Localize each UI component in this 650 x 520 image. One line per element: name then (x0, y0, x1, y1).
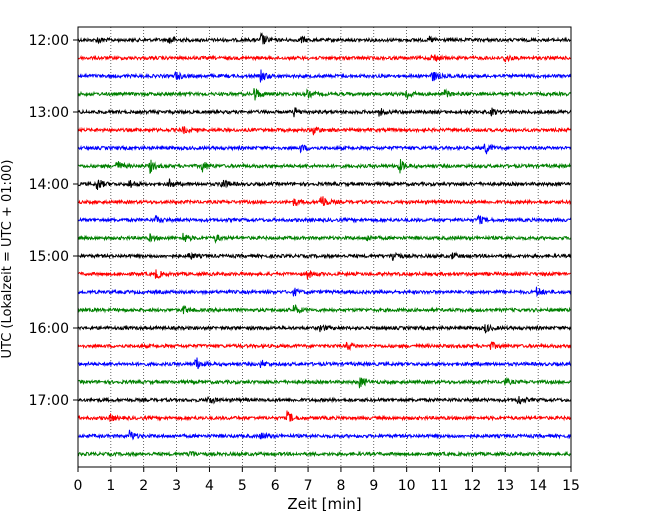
x-tick-label: 7 (304, 478, 313, 494)
plot-frame (77, 26, 572, 468)
seismogram-trace-1230 (77, 69, 572, 83)
x-tick-label: 15 (562, 478, 580, 494)
seismogram-trace-1400 (77, 178, 572, 190)
seismogram-trace-1245 (77, 88, 572, 101)
seismogram-trace-1700 (77, 396, 572, 405)
y-tick-label: 16:00 (29, 321, 69, 337)
seismogram-trace-1615 (77, 341, 572, 352)
seismogram-trace-1315 (77, 126, 572, 136)
x-tick-label: 8 (336, 478, 345, 494)
vertical-grid (110, 27, 539, 467)
x-tick-label: 14 (529, 478, 547, 494)
seismogram-trace-1745 (77, 450, 572, 458)
x-tick-label: 10 (398, 478, 416, 494)
x-tick-label: 13 (496, 478, 514, 494)
y-tick-label: 13:00 (29, 105, 69, 121)
y-tick-label: 15:00 (29, 249, 69, 265)
seismogram-trace-1500 (77, 251, 572, 261)
seismogram-trace-1200 (77, 31, 572, 45)
x-tick-label: 5 (238, 478, 247, 494)
seismogram-trace-1545 (77, 304, 572, 315)
x-tick-label: 6 (271, 478, 280, 494)
x-axis: 0 1 2 3 4 5 6 7 8 9 10 11 12 13 14 15 (74, 467, 580, 494)
seismogram-trace-1530 (77, 286, 572, 298)
y-tick-label: 14:00 (29, 177, 69, 193)
x-tick-label: 12 (463, 478, 481, 494)
seismogram-trace-1730 (77, 429, 572, 441)
seismogram-trace-1430 (77, 214, 572, 225)
seismogram-trace-1715 (77, 410, 572, 422)
x-tick-label: 0 (74, 478, 83, 494)
y-tick-label: 12:00 (29, 33, 69, 49)
x-tick-label: 1 (106, 478, 115, 494)
x-tick-label: 2 (139, 478, 148, 494)
seismogram-trace-1515 (77, 269, 572, 280)
seismogram-trace-1630 (77, 357, 572, 370)
trace-group (77, 31, 572, 458)
seismogram-trace-1215 (77, 54, 572, 63)
seismogram-trace-1445 (77, 232, 572, 244)
y-axis-label: UTC (Lokalzeit = UTC + 01:00) (0, 160, 15, 359)
seismogram-trace-1645 (77, 376, 572, 389)
seismogram-trace-1415 (77, 196, 572, 207)
x-tick-label: 3 (172, 478, 181, 494)
seismogram-trace-1345 (77, 158, 572, 174)
seismogram-trace-1330 (77, 143, 572, 155)
x-tick-label: 9 (369, 478, 378, 494)
seismogram-trace-1300 (77, 107, 572, 118)
x-axis-label: Zeit [min] (287, 495, 361, 513)
y-tick-label: 17:00 (29, 393, 69, 409)
y-axis: 12:00 13:00 14:00 15:00 16:00 17:00 (29, 33, 78, 409)
seismogram-trace-1600 (77, 323, 572, 334)
x-tick-label: 11 (431, 478, 449, 494)
x-tick-label: 4 (205, 478, 214, 494)
